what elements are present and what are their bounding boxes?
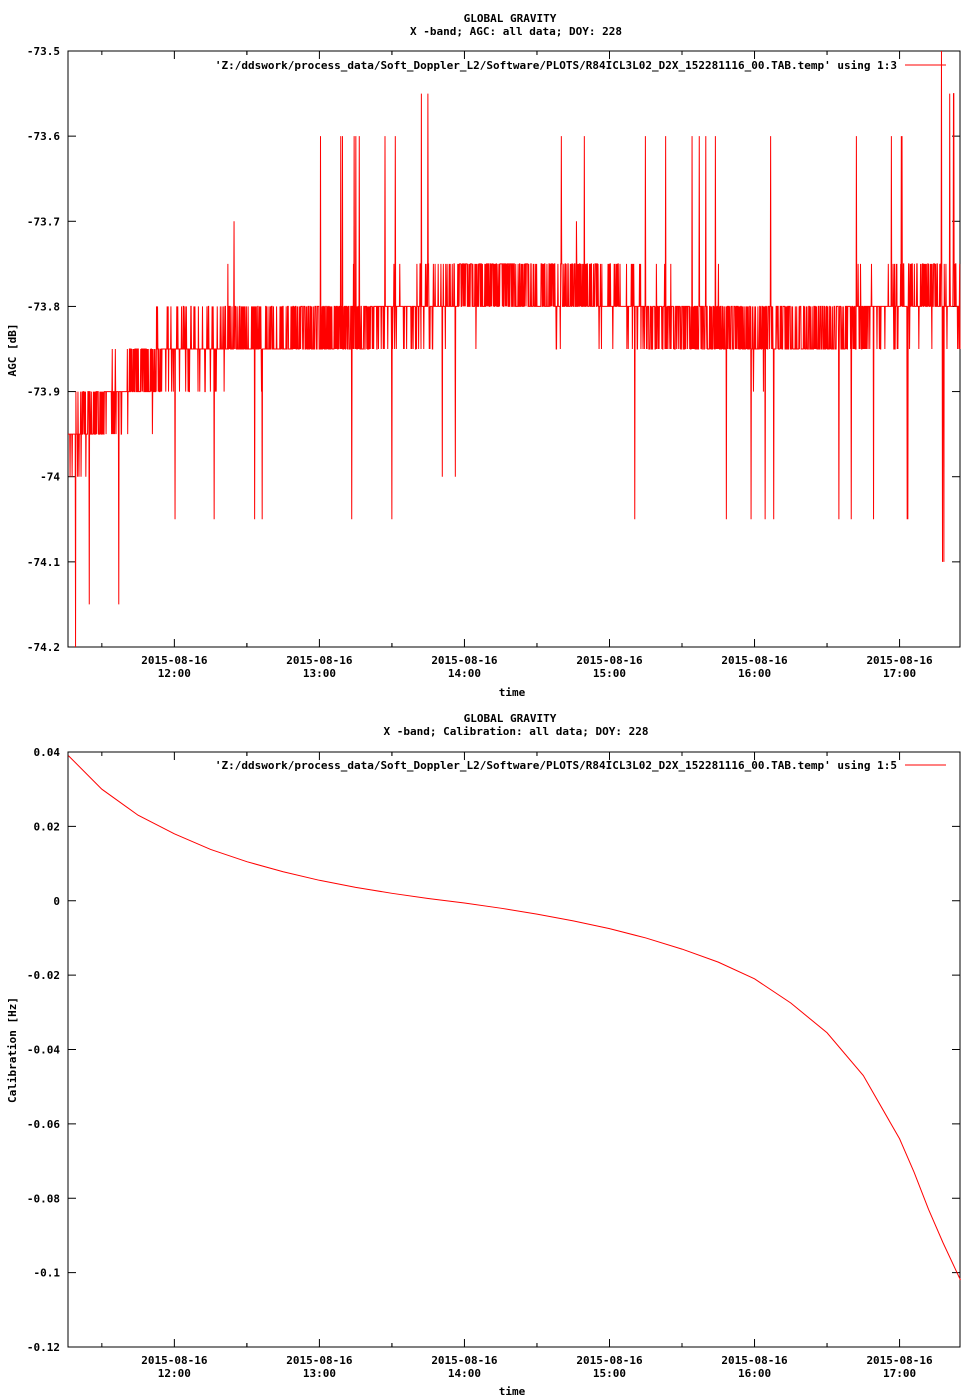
agc-ytick-label: -74.1: [27, 556, 60, 569]
agc-xtick-time: 15:00: [593, 667, 626, 680]
agc-ytick-label: -73.9: [27, 386, 60, 399]
calibration-xtick-date: 2015-08-16: [141, 1354, 208, 1367]
calibration-xtick-time: 14:00: [448, 1367, 481, 1380]
agc-xtick-date: 2015-08-16: [431, 654, 498, 667]
calibration-y-axis: 0.04 0.02 0 -0.02 -0.04 -0.06 -0.08 -0.1 -0.12: [27, 746, 960, 1354]
calibration-xtick-date: 2015-08-16: [721, 1354, 788, 1367]
calibration-series-line: [68, 755, 961, 1281]
calibration-y-axis-label: Calibration [Hz]: [6, 997, 19, 1103]
agc-y-axis-label: AGC [dB]: [6, 324, 19, 377]
agc-series-line: [68, 50, 961, 648]
calibration-ytick-label: 0: [53, 895, 60, 908]
agc-xtick-date: 2015-08-16: [721, 654, 788, 667]
calibration-xtick-date: 2015-08-16: [576, 1354, 643, 1367]
calibration-ytick-label: -0.12: [27, 1341, 60, 1354]
agc-ytick-label: -73.7: [27, 215, 60, 228]
agc-xtick-time: 17:00: [883, 667, 916, 680]
agc-legend-label: 'Z:/ddswork/process_data/Soft_Doppler_L2…: [215, 59, 897, 72]
calibration-ytick-label: 0.02: [34, 820, 61, 833]
calibration-series: [68, 755, 961, 1281]
calibration-chart: GLOBAL GRAVITY X -band; Calibration: all…: [6, 712, 961, 1398]
agc-ytick-label: -74.2: [27, 641, 60, 654]
agc-xtick-time: 16:00: [738, 667, 771, 680]
agc-ytick-label: -74: [40, 471, 60, 484]
agc-ytick-label: -73.6: [27, 130, 60, 143]
calibration-ytick-label: -0.08: [27, 1192, 60, 1205]
agc-xtick-date: 2015-08-16: [286, 654, 353, 667]
agc-xtick-date: 2015-08-16: [576, 654, 643, 667]
agc-xtick-date: 2015-08-16: [866, 654, 933, 667]
agc-x-axis: 2015-08-1612:002015-08-1613:002015-08-16…: [101, 51, 933, 680]
agc-xtick-date: 2015-08-16: [141, 654, 208, 667]
calibration-xtick-time: 15:00: [593, 1367, 626, 1380]
calibration-xtick-date: 2015-08-16: [286, 1354, 353, 1367]
calibration-xtick-time: 12:00: [158, 1367, 191, 1380]
calibration-ytick-label: -0.02: [27, 969, 60, 982]
calibration-xtick-time: 17:00: [883, 1367, 916, 1380]
agc-chart-title: GLOBAL GRAVITY: [464, 12, 557, 25]
calibration-x-axis: 2015-08-1612:002015-08-1613:002015-08-16…: [101, 752, 933, 1380]
calibration-xtick-date: 2015-08-16: [431, 1354, 498, 1367]
calibration-chart-subtitle: X -band; Calibration: all data; DOY: 228: [384, 725, 649, 738]
agc-x-axis-label: time: [499, 686, 526, 699]
calibration-x-axis-label: time: [499, 1385, 526, 1398]
calibration-ytick-label: -0.1: [34, 1267, 61, 1280]
calibration-legend-label: 'Z:/ddswork/process_data/Soft_Doppler_L2…: [215, 759, 897, 772]
agc-xtick-time: 14:00: [448, 667, 481, 680]
agc-ytick-label: -73.8: [27, 300, 60, 313]
agc-chart: GLOBAL GRAVITY X -band; AGC: all data; D…: [6, 12, 961, 699]
calibration-xtick-date: 2015-08-16: [866, 1354, 933, 1367]
calibration-ytick-label: -0.04: [27, 1044, 60, 1057]
agc-y-axis: -73.5 -73.6 -73.7 -73.8 -73.9 -74 -74.1 -74.2: [27, 45, 960, 654]
calibration-xtick-time: 13:00: [303, 1367, 336, 1380]
calibration-xtick-time: 16:00: [738, 1367, 771, 1380]
calibration-plot-frame: [67, 751, 961, 1348]
agc-chart-subtitle: X -band; AGC: all data; DOY: 228: [410, 25, 622, 38]
agc-series: [68, 50, 961, 648]
calibration-ytick-label: 0.04: [34, 746, 61, 759]
agc-ytick-label: -73.5: [27, 45, 60, 58]
agc-xtick-time: 13:00: [303, 667, 336, 680]
calibration-ytick-label: -0.06: [27, 1118, 60, 1131]
agc-xtick-time: 12:00: [158, 667, 191, 680]
calibration-chart-title: GLOBAL GRAVITY: [464, 712, 557, 725]
